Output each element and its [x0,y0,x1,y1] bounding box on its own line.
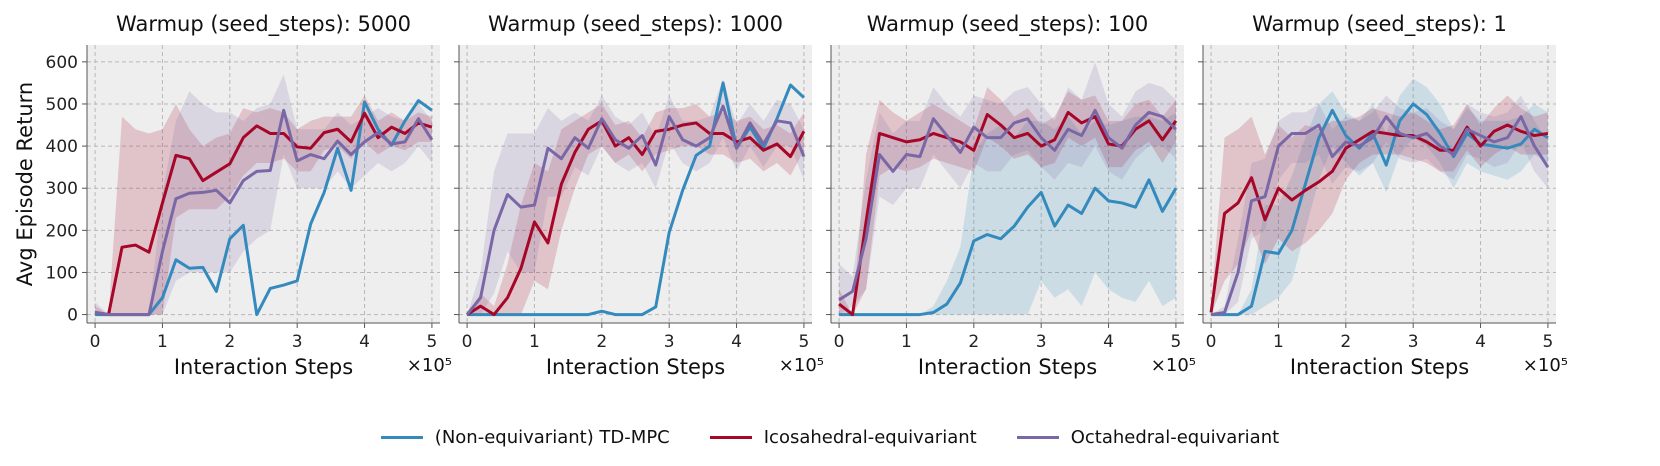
x-tick-label: 4 [1103,332,1114,352]
chart-panel-4: 0 1 2 3 4 5 Warmup (seed_steps): 1 Interaction … [1198,12,1568,379]
x-scale-label: ×10⁵ [779,355,824,376]
y-tick-label: 500 [46,95,78,115]
x-tick-label: 4 [731,332,742,352]
series-band-octahedral-equivariant [1211,95,1548,315]
series-line-octahedral-equivariant [1210,115,1550,317]
legend-swatch-tdmpc [380,435,423,439]
series-line-icosahedral-equivariant [466,119,806,317]
x-tick-label: 5 [1171,332,1182,352]
series-band-octahedral-equivariant [95,74,432,315]
plot-background [1203,45,1556,323]
legend-item-tdmpc: (Non-equivariant) TD-MPC [380,426,670,448]
y-tick-label: 200 [46,221,78,241]
x-tick-label: 2 [1340,332,1351,352]
x-tick-label: 3 [1408,332,1419,352]
x-tick-label: 0 [834,332,845,352]
x-tick-label: 0 [90,332,101,352]
chart-panel-3: 0 1 2 3 4 5 Warmup (seed_steps): 100 Interactio… [826,12,1196,379]
series-line-non-equivariant-td-mpc [467,81,805,317]
x-axis-label: Interaction Steps [918,355,1097,379]
chart-title: Warmup (seed_steps): 1 [1252,12,1507,37]
series-line-octahedral-equivariant [94,108,434,317]
x-tick-label: 5 [1543,332,1554,352]
x-tick-label: 4 [1475,332,1486,352]
x-tick-label: 0 [462,332,473,352]
x-tick-label: 3 [664,332,675,352]
x-scale-label: ×10⁵ [1151,355,1196,376]
x-tick-label: 1 [529,332,540,352]
x-scale-label: ×10⁵ [407,355,452,376]
legend-swatch-icosahedral [709,435,752,439]
series-band-octahedral-equivariant [839,61,1176,315]
series-line-octahedral-equivariant [465,104,806,316]
x-tick-label: 2 [224,332,235,352]
series-line-non-equivariant-td-mpc [839,178,1178,317]
x-tick-label: 4 [359,332,370,352]
plot-background [87,45,440,323]
y-tick-label: 400 [46,137,78,157]
legend-swatch-octahedral [1016,435,1059,439]
y-tick-label: 0 [67,306,78,326]
series-band-octahedral-equivariant [467,78,804,315]
x-scale-label: ×10⁵ [1523,355,1568,376]
legend-label-tdmpc: (Non-equivariant) TD-MPC [434,426,670,448]
legend: (Non-equivariant) TD-MPC Icosahedral-equ… [0,422,1660,452]
legend-label-icosahedral: Icosahedral-equivariant [763,426,977,448]
legend-label-octahedral: Octahedral-equivariant [1070,426,1280,448]
legend-item-octahedral: Octahedral-equivariant [1016,426,1280,448]
y-tick-label: 600 [46,53,78,73]
chart-title: Warmup (seed_steps): 1000 [488,12,783,37]
chart-title: Warmup (seed_steps): 100 [867,12,1149,37]
x-axis-label: Interaction Steps [1290,355,1469,379]
x-tick-label: 1 [157,332,168,352]
x-tick-label: 1 [1273,332,1284,352]
series-line-icosahedral-equivariant [1209,123,1549,313]
x-axis-label: Interaction Steps [546,355,725,379]
x-axis-label: Interaction Steps [174,355,353,379]
chart-title: Warmup (seed_steps): 5000 [116,12,411,37]
chart-panel-2: 0 1 2 3 4 5 Warmup (seed_steps): 1000 Interacti… [454,12,824,379]
x-tick-label: 2 [596,332,607,352]
x-tick-label: 3 [1036,332,1047,352]
y-tick-label: 100 [46,263,78,283]
series-band-icosahedral-equivariant [1211,95,1548,315]
y-tick-label: 300 [46,179,78,199]
series-line-non-equivariant-td-mpc [95,99,433,317]
series-line-octahedral-equivariant [838,108,1177,302]
x-tick-label: 5 [799,332,810,352]
series-line-non-equivariant-td-mpc [1211,102,1549,317]
y-axis-label: Avg Episode Return [13,82,37,286]
legend-item-icosahedral: Icosahedral-equivariant [709,426,977,448]
chart-panel-1: 0 1 2 3 4 5 0 100 200 300 400 500 600 Warmup (seed_st… [13,12,452,379]
x-tick-label: 0 [1206,332,1217,352]
series-band-icosahedral-equivariant [467,103,804,315]
plot-background [831,45,1184,323]
x-tick-label: 3 [292,332,303,352]
x-tick-label: 5 [427,332,438,352]
x-tick-label: 2 [968,332,979,352]
series-band-non-equivariant-td-mpc [839,112,1176,315]
x-tick-label: 1 [901,332,912,352]
